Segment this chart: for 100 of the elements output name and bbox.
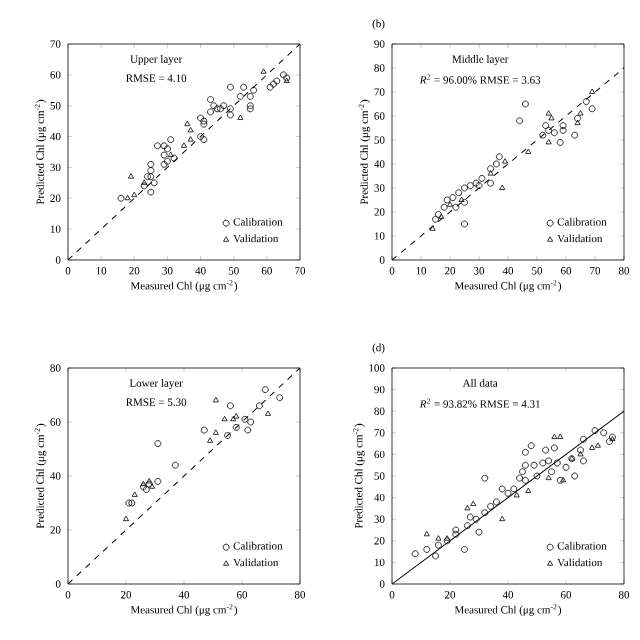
point (582, 98, 590, 105)
point (270, 80, 277, 88)
point (522, 461, 529, 469)
point (574, 119, 581, 126)
point (139, 483, 147, 491)
point (464, 522, 471, 530)
point (276, 394, 284, 402)
point (481, 474, 489, 482)
point (246, 93, 254, 100)
point (452, 530, 460, 538)
point (571, 472, 579, 480)
point (140, 480, 147, 486)
point (217, 105, 224, 113)
point (140, 182, 148, 190)
point (542, 446, 550, 454)
point (588, 105, 596, 113)
point (220, 102, 228, 110)
point (236, 93, 244, 100)
point (164, 157, 171, 165)
point (146, 478, 153, 484)
point (533, 472, 541, 480)
point (171, 461, 179, 469)
point (127, 173, 134, 179)
point (273, 77, 281, 85)
point (181, 142, 187, 148)
point (125, 499, 133, 507)
point (600, 429, 608, 437)
point (128, 499, 136, 507)
point (551, 433, 558, 440)
point (452, 526, 460, 534)
point (283, 74, 291, 82)
point (594, 442, 601, 448)
point (580, 457, 587, 465)
point (498, 485, 506, 493)
point (247, 418, 255, 426)
point (606, 438, 613, 445)
point (499, 515, 506, 522)
point (475, 528, 483, 536)
point (131, 491, 138, 497)
point (589, 88, 596, 94)
point (212, 397, 219, 403)
point (502, 158, 509, 164)
point (525, 148, 532, 154)
point (246, 102, 254, 110)
point (438, 213, 445, 219)
point (461, 184, 468, 192)
point (197, 133, 204, 140)
point (154, 142, 161, 150)
point (144, 173, 151, 181)
point (167, 136, 175, 144)
point (545, 110, 552, 116)
point (495, 153, 503, 161)
point (164, 145, 171, 153)
point (545, 457, 552, 465)
point (221, 415, 228, 422)
point (200, 117, 208, 125)
point (447, 201, 453, 207)
point (131, 191, 138, 198)
point (280, 71, 287, 79)
point (212, 429, 219, 435)
point (522, 100, 529, 108)
point (145, 480, 153, 488)
point (525, 487, 532, 494)
point (429, 225, 436, 231)
point (527, 442, 535, 450)
point (266, 83, 274, 91)
point (556, 476, 564, 484)
point (475, 182, 483, 189)
point (493, 498, 500, 506)
point (250, 86, 257, 94)
point (435, 541, 442, 549)
point (227, 83, 234, 91)
point (478, 174, 486, 182)
point (160, 151, 168, 159)
point (466, 182, 474, 189)
point (470, 500, 477, 506)
point (545, 126, 552, 134)
point (141, 179, 148, 185)
point (187, 136, 194, 142)
point (487, 165, 495, 173)
point (556, 138, 564, 146)
point (472, 179, 480, 187)
point (244, 426, 252, 434)
point (562, 463, 570, 471)
point (493, 160, 500, 168)
point (435, 210, 442, 218)
point (283, 77, 290, 83)
point (160, 142, 168, 150)
point (455, 189, 463, 197)
point (548, 468, 555, 476)
point (227, 105, 234, 113)
point (516, 474, 523, 482)
point (241, 415, 249, 423)
point (187, 126, 194, 133)
point (443, 196, 451, 204)
point (522, 476, 529, 484)
point (504, 489, 512, 497)
point (461, 546, 468, 553)
point (574, 114, 581, 122)
point (142, 486, 150, 493)
